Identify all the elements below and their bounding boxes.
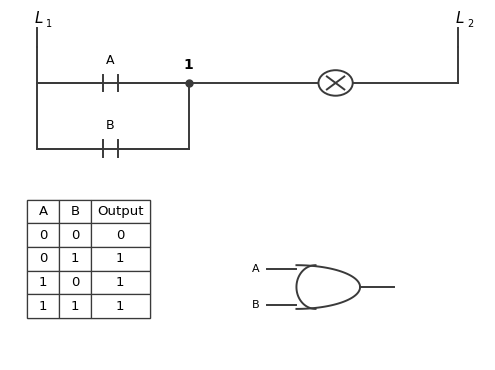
Text: A: A <box>252 264 260 274</box>
Text: 1: 1 <box>71 300 79 313</box>
Text: B: B <box>106 120 115 132</box>
Text: L: L <box>455 11 464 27</box>
Text: 1: 1 <box>116 300 125 313</box>
Bar <box>27 270 59 294</box>
Bar <box>59 247 91 270</box>
Text: B: B <box>252 300 260 310</box>
Text: A: A <box>106 54 115 67</box>
Text: Output: Output <box>97 205 144 218</box>
Text: 1: 1 <box>46 19 52 29</box>
Bar <box>91 294 149 318</box>
Bar <box>27 247 59 270</box>
Bar <box>91 270 149 294</box>
Bar <box>59 270 91 294</box>
Bar <box>27 199 59 223</box>
Text: 0: 0 <box>71 276 79 289</box>
Text: 0: 0 <box>39 229 48 242</box>
Bar <box>91 199 149 223</box>
Text: A: A <box>39 205 48 218</box>
Text: 1: 1 <box>39 300 48 313</box>
Bar <box>27 294 59 318</box>
Text: L: L <box>35 11 43 27</box>
Text: 1: 1 <box>71 252 79 265</box>
Bar <box>91 247 149 270</box>
Bar <box>27 223 59 247</box>
Text: 1: 1 <box>116 276 125 289</box>
Text: 1: 1 <box>184 58 194 72</box>
Bar <box>59 199 91 223</box>
Text: 0: 0 <box>116 229 124 242</box>
Text: B: B <box>70 205 80 218</box>
Bar <box>59 294 91 318</box>
Bar <box>59 223 91 247</box>
Bar <box>27 199 149 318</box>
Text: 1: 1 <box>39 276 48 289</box>
Text: 0: 0 <box>39 252 48 265</box>
Text: 1: 1 <box>116 252 125 265</box>
Text: 0: 0 <box>71 229 79 242</box>
Bar <box>91 223 149 247</box>
Text: 2: 2 <box>467 19 473 29</box>
